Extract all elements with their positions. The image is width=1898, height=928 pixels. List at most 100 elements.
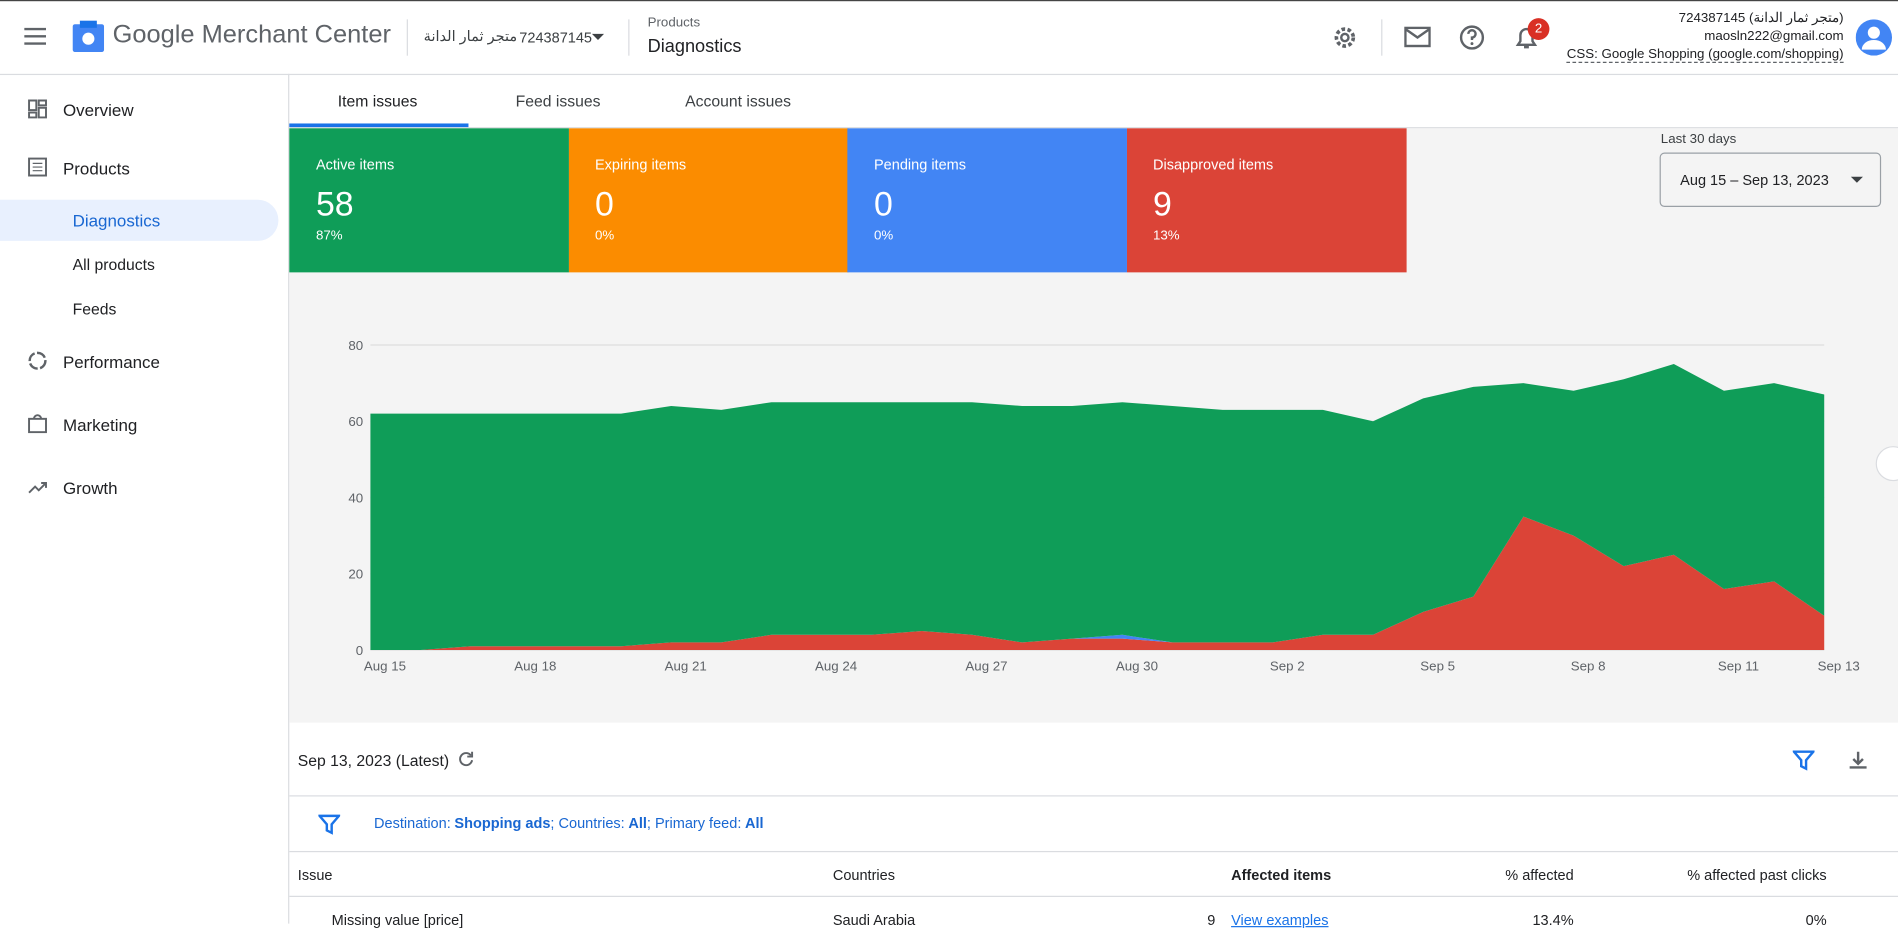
table-cell: 0% xyxy=(1805,911,1827,928)
avatar[interactable] xyxy=(1855,19,1893,56)
card-percent: 13% xyxy=(1153,228,1180,244)
page-title: Diagnostics xyxy=(647,36,742,57)
nav-item[interactable]: Marketing xyxy=(62,415,138,435)
x-tick-label: Aug 15 xyxy=(364,659,406,674)
divider xyxy=(289,795,1898,797)
card-percent: 87% xyxy=(315,228,343,244)
nav-item[interactable]: Growth xyxy=(62,478,118,498)
side-button[interactable] xyxy=(1875,445,1898,482)
y-tick-label: 60 xyxy=(348,414,363,429)
x-tick-label: Aug 18 xyxy=(514,659,556,674)
tab-indicator xyxy=(289,123,469,128)
card-value: 0 xyxy=(594,185,614,223)
nav-icon xyxy=(28,157,47,177)
nav-item[interactable]: Overview xyxy=(62,100,134,120)
filter-value[interactable]: All xyxy=(628,814,647,832)
nav-icon xyxy=(28,482,47,494)
nav-selected xyxy=(0,199,279,241)
account-id[interactable]: 724387145 xyxy=(519,29,593,46)
filter-label[interactable]: ; Primary feed: xyxy=(646,814,742,832)
chart: 0 20 40 60 80 Aug 15 Aug 18 Aug 21 Aug 24 Aug 27 A… xyxy=(348,338,1860,674)
tab[interactable]: Account issues xyxy=(685,91,791,111)
nav-item[interactable]: All products xyxy=(72,255,155,274)
divider xyxy=(1381,19,1383,56)
x-tick-label: Sep 5 xyxy=(1420,659,1455,674)
breadcrumb[interactable]: Products xyxy=(647,15,701,31)
nav-icon xyxy=(28,351,47,370)
divider xyxy=(406,19,408,56)
y-tick-label: 20 xyxy=(348,567,363,582)
table-date: Sep 13, 2023 (Latest) xyxy=(297,751,450,770)
x-tick-label: Sep 2 xyxy=(1270,659,1305,674)
nav-item[interactable]: Diagnostics xyxy=(72,210,161,230)
filter-summary[interactable]: Destination: Shopping ads; Countries: All;… xyxy=(374,815,764,832)
area xyxy=(370,364,1825,651)
mail-icon[interactable] xyxy=(1404,26,1431,49)
css-label[interactable]: CSS: Google Shopping (google.com/shoppin… xyxy=(1566,47,1844,63)
date-range-select[interactable] xyxy=(1659,152,1882,207)
tab[interactable]: Feed issues xyxy=(515,91,601,111)
filter-icon[interactable] xyxy=(1792,749,1815,771)
date-range-label: Last 30 days xyxy=(1660,131,1737,147)
dropdown-icon[interactable] xyxy=(591,33,606,43)
card-value: 9 xyxy=(1153,185,1172,223)
filter-icon[interactable] xyxy=(318,813,341,835)
x-tick-label: Sep 13 xyxy=(1818,659,1860,674)
download-icon[interactable] xyxy=(1847,749,1869,771)
filter-label[interactable]: Destination: xyxy=(374,814,451,832)
summary-card[interactable]: Active items 58 87% xyxy=(289,128,569,273)
x-tick-label: Sep 8 xyxy=(1571,659,1606,674)
refresh-icon[interactable] xyxy=(458,751,475,768)
x-tick-label: Aug 30 xyxy=(1116,659,1158,674)
filter-value[interactable]: All xyxy=(745,814,764,832)
tab[interactable]: Item issues xyxy=(337,91,418,111)
table-cell: 13.4% xyxy=(1532,911,1574,928)
card-value: 58 xyxy=(315,185,354,223)
user-account: 724387145 (متجر ثمار الدانة) xyxy=(1678,10,1844,26)
menu-icon[interactable] xyxy=(24,27,48,46)
summary-card[interactable]: Expiring items 0 0% xyxy=(568,128,848,273)
x-tick-label: Aug 27 xyxy=(965,659,1007,674)
date-range-value[interactable]: Aug 15 – Sep 13, 2023 xyxy=(1680,171,1829,189)
column-header[interactable]: Issue xyxy=(297,866,333,884)
card-value: 0 xyxy=(873,185,893,223)
y-tick-label: 0 xyxy=(356,643,363,658)
x-tick-label: Aug 21 xyxy=(665,659,707,674)
card-label: Expiring items xyxy=(594,156,687,174)
column-header[interactable]: % affected past clicks xyxy=(1687,866,1827,884)
nav-item[interactable]: Feeds xyxy=(72,300,117,319)
nav-icon xyxy=(28,99,47,119)
card-percent: 0% xyxy=(873,228,894,244)
dropdown-icon xyxy=(1850,176,1863,183)
nav-item[interactable]: Products xyxy=(62,158,130,178)
table-cell: Missing value [price] xyxy=(331,911,464,928)
card-percent: 0% xyxy=(594,228,615,244)
logo xyxy=(72,20,105,53)
card-label: Active items xyxy=(315,156,395,174)
nav-item[interactable]: Performance xyxy=(62,352,160,372)
sidebar-border xyxy=(288,73,290,924)
card-label: Disapproved items xyxy=(1153,156,1274,174)
y-tick-label: 80 xyxy=(348,338,363,353)
x-tick-label: Sep 11 xyxy=(1718,659,1759,674)
filter-value[interactable]: Shopping ads xyxy=(454,814,551,832)
summary-card[interactable]: Pending items 0 0% xyxy=(847,128,1127,273)
column-header[interactable]: % affected xyxy=(1505,866,1574,884)
help-icon[interactable] xyxy=(1459,24,1486,51)
notification-badge: 2 xyxy=(1527,18,1550,40)
product-name: Google Merchant Center xyxy=(112,20,391,49)
account-name[interactable]: متجر ثمار الدانة xyxy=(423,27,518,45)
column-header[interactable]: Affected items xyxy=(1231,866,1332,884)
summary-card[interactable]: Disapproved items 9 13% xyxy=(1126,128,1406,273)
divider xyxy=(289,850,1898,853)
nav-icon xyxy=(28,414,47,434)
area xyxy=(370,516,1825,651)
settings-icon[interactable] xyxy=(1332,24,1359,51)
column-header[interactable]: Countries xyxy=(832,866,895,884)
filter-label[interactable]: ; Countries: xyxy=(550,814,625,832)
table-cell[interactable]: View examples xyxy=(1231,911,1329,928)
y-tick-label: 40 xyxy=(348,490,363,505)
table-cell: Saudi Arabia xyxy=(832,911,916,928)
